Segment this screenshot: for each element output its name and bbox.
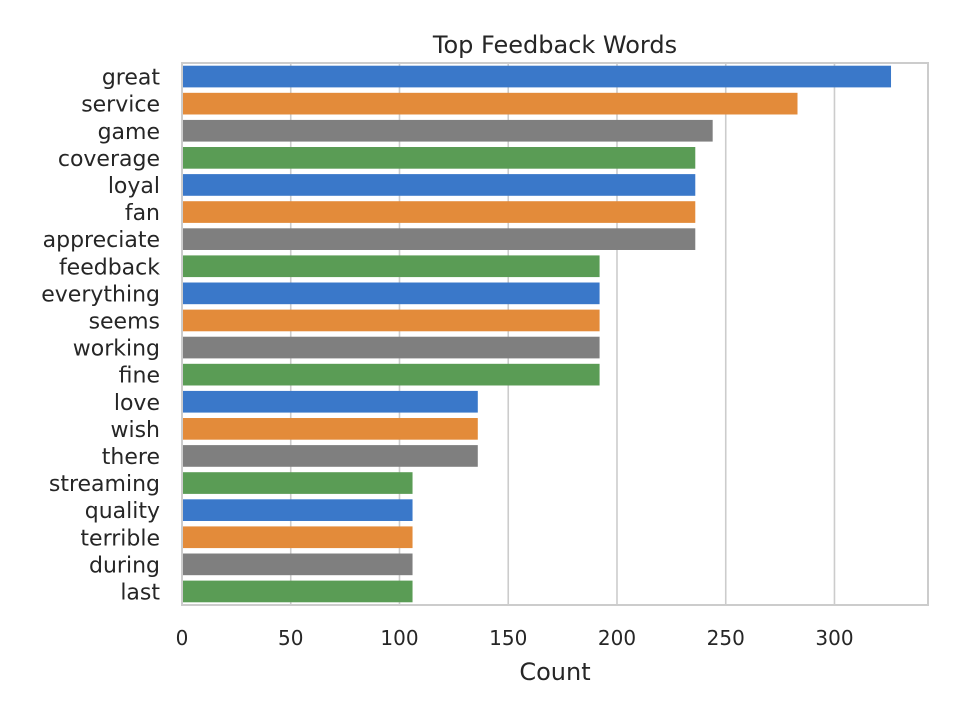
bar-everything bbox=[182, 282, 600, 305]
x-tick-label: 150 bbox=[489, 626, 527, 650]
category-label: working bbox=[73, 337, 160, 362]
bar-seems bbox=[182, 309, 600, 332]
bar-love bbox=[182, 390, 478, 413]
category-label: fan bbox=[125, 201, 160, 226]
bar-service bbox=[182, 92, 798, 115]
category-label: loyal bbox=[108, 174, 160, 199]
x-tick-labels: 0 50 100 150 200 250 300 bbox=[176, 626, 854, 650]
category-label: last bbox=[120, 580, 160, 605]
category-label: coverage bbox=[58, 147, 160, 172]
bar-last bbox=[182, 580, 413, 603]
category-label: service bbox=[81, 93, 160, 118]
category-label: wish bbox=[110, 418, 160, 443]
grid bbox=[181, 63, 836, 605]
bar-fan bbox=[182, 201, 696, 223]
bar-during bbox=[182, 553, 413, 576]
category-label: during bbox=[89, 553, 160, 578]
x-tick-label: 0 bbox=[176, 626, 189, 650]
bar-coverage bbox=[182, 147, 696, 169]
category-label: great bbox=[102, 66, 161, 91]
x-axis-label: Count bbox=[519, 658, 590, 686]
category-label: there bbox=[102, 445, 160, 470]
category-label: game bbox=[98, 120, 160, 145]
category-label: feedback bbox=[59, 255, 160, 280]
bar-there bbox=[182, 445, 478, 467]
category-label: terrible bbox=[80, 526, 160, 551]
bar-streaming bbox=[182, 472, 413, 494]
plot-frame bbox=[181, 62, 929, 606]
category-label: fine bbox=[119, 364, 160, 389]
bar-feedback bbox=[182, 255, 600, 278]
x-tick-label: 200 bbox=[598, 626, 636, 650]
category-label: love bbox=[114, 391, 160, 416]
chart-title: Top Feedback Words bbox=[432, 31, 677, 59]
bar-great bbox=[182, 65, 892, 88]
bar-loyal bbox=[182, 174, 696, 196]
category-label: everything bbox=[41, 282, 160, 307]
x-tick-label: 100 bbox=[380, 626, 418, 650]
category-label: seems bbox=[89, 309, 160, 334]
category-label: appreciate bbox=[43, 228, 160, 253]
x-tick-label: 300 bbox=[815, 626, 853, 650]
bar-appreciate bbox=[182, 228, 696, 250]
bar-game bbox=[182, 119, 713, 142]
category-label: streaming bbox=[49, 472, 160, 497]
bar-terrible bbox=[182, 526, 413, 549]
bars bbox=[182, 65, 892, 603]
bar-quality bbox=[182, 499, 413, 521]
category-labels: greatservicegamecoverageloyalfanapprecia… bbox=[41, 66, 160, 606]
bar-fine bbox=[182, 363, 600, 386]
bar-working bbox=[182, 336, 600, 359]
bar-wish bbox=[182, 418, 478, 440]
x-tick-label: 50 bbox=[278, 626, 303, 650]
x-tick-label: 250 bbox=[707, 626, 745, 650]
category-label: quality bbox=[85, 499, 160, 524]
